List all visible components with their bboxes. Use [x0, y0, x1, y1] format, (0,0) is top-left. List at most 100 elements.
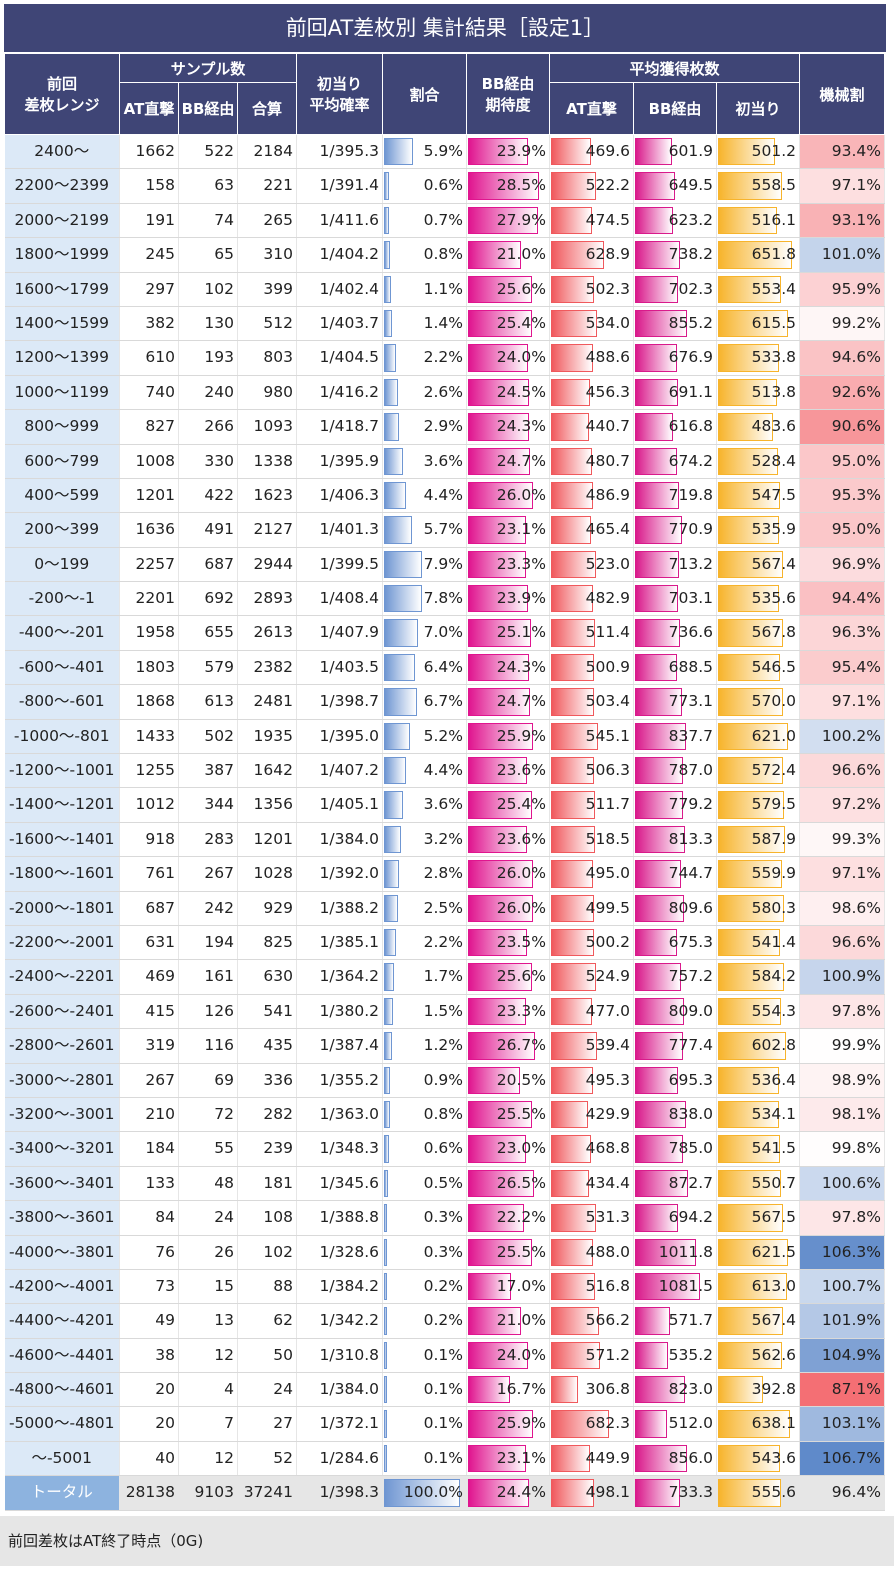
value-bb: 387 [204, 761, 234, 780]
cell-avg-bb: 809.6 [633, 891, 717, 926]
value-bb: 613 [204, 692, 234, 711]
bar-avg-at [551, 1479, 594, 1507]
value-prob: 1/404.2 [319, 245, 379, 264]
bar-avg-bb [635, 1272, 701, 1301]
value-payout: 96.6% [831, 932, 882, 951]
value-sum: 2481 [253, 692, 293, 711]
cell-avg-at: 511.7 [549, 787, 634, 823]
cell-ratio: 4.4% [382, 753, 467, 789]
cell-sum: 541 [237, 994, 297, 1030]
value-bb: 24 [214, 1208, 234, 1227]
value-sum: 1623 [253, 485, 293, 504]
value-avg-bb: 809.0 [668, 1001, 713, 1020]
cell-sum: 265 [237, 203, 297, 239]
bar-avg-at [551, 1100, 589, 1129]
cell-sum: 221 [237, 168, 297, 204]
cell-prob: 1/345.6 [296, 1166, 383, 1202]
bar-avg-first [718, 1204, 783, 1232]
cell-ratio: 2.5% [382, 891, 467, 926]
cell-avg-at: 477.0 [549, 994, 634, 1030]
cell-range: 800～999 [4, 409, 120, 445]
value-ratio: 5.2% [423, 726, 463, 745]
cell-range: -2800～-2601 [4, 1028, 120, 1064]
cell-bbexp: 26.5% [466, 1166, 550, 1202]
value-ratio: 7.9% [423, 554, 463, 573]
value-sum: 803 [263, 348, 293, 367]
table-row: -1400～-1201 1012 344 1356 1/405.1 3.6% 25.4% 51… [4, 787, 886, 823]
value-avg-bb: 1011.8 [658, 1242, 713, 1261]
cell-avg-first: 613.0 [716, 1269, 801, 1305]
cell-bb: 26 [178, 1235, 238, 1270]
value-avg-at: 500.9 [585, 657, 630, 676]
cell-avg-first: 559.9 [716, 856, 801, 892]
cell-payout: 97.1% [799, 168, 886, 204]
cell-avg-first: 513.8 [716, 375, 801, 411]
bar-bbexp [468, 722, 533, 751]
bar-ratio [384, 653, 416, 682]
cell-ratio: 0.3% [382, 1200, 467, 1236]
value-ratio: 1.4% [423, 313, 463, 332]
value-avg-at: 488.0 [585, 1242, 630, 1261]
value-ratio: 2.6% [423, 382, 463, 401]
value-sum: 1093 [253, 417, 293, 436]
table-row: -4000～-3801 76 26 102 1/328.6 0.3% 25.5% 488.0 1… [4, 1235, 886, 1270]
value-avg-first: 621.0 [751, 726, 797, 745]
value-bb: 63 [214, 176, 234, 195]
value-avg-first: 570.0 [751, 692, 797, 711]
value-avg-first: 392.8 [751, 1380, 797, 1399]
value-at: 827 [145, 417, 175, 436]
value-range: -2600～-2401 [8, 1001, 115, 1020]
bar-avg-bb [635, 894, 685, 922]
value-ratio: 0.8% [423, 1104, 463, 1123]
value-bb: 12 [214, 1345, 234, 1364]
value-range: -5000～-4801 [8, 1414, 115, 1433]
cell-avg-bb: 649.5 [633, 168, 717, 204]
value-bb: 283 [204, 829, 234, 848]
cell-avg-at: 456.3 [549, 375, 634, 411]
bar-avg-bb [635, 413, 674, 441]
cell-payout: 93.1% [799, 203, 886, 239]
value-at: 610 [145, 348, 175, 367]
value-prob: 1/405.1 [319, 795, 379, 814]
cell-avg-at: 306.8 [549, 1372, 634, 1408]
cell-sum: 24 [237, 1372, 297, 1408]
cell-avg-bb: 855.2 [633, 306, 717, 342]
cell-ratio: 0.9% [382, 1063, 467, 1098]
bar-ratio [384, 1169, 389, 1198]
value-ratio: 5.9% [423, 142, 463, 160]
bar-bbexp [468, 275, 532, 303]
value-prob: 1/395.9 [319, 451, 379, 470]
value-at: 1868 [135, 692, 175, 711]
value-bb: 692 [204, 589, 234, 608]
value-avg-at: 456.3 [585, 382, 630, 401]
value-at: 1201 [135, 485, 175, 504]
cell-ratio: 4.4% [382, 478, 467, 514]
cell-payout: 100.7% [799, 1269, 886, 1305]
bar-avg-bb [635, 138, 673, 166]
value-ratio: 0.1% [423, 1380, 463, 1399]
value-prob: 1/395.3 [319, 142, 379, 160]
value-payout: 90.6% [831, 417, 882, 436]
value-avg-first: 554.3 [751, 1001, 797, 1020]
bar-avg-first [718, 1341, 782, 1370]
value-at: 20 [155, 1414, 175, 1433]
cell-payout: 95.0% [799, 444, 886, 479]
bar-avg-at [551, 378, 591, 407]
cell-ratio: 3.2% [382, 822, 467, 858]
bar-avg-bb [635, 1307, 671, 1335]
value-avg-at: 488.6 [585, 348, 630, 367]
cell-sum: 102 [237, 1235, 297, 1270]
value-avg-at: 534.0 [585, 313, 630, 332]
table-row: -3400～-3201 184 55 239 1/348.3 0.6% 23.0% 468.8… [4, 1131, 886, 1167]
bar-avg-at [551, 1135, 592, 1163]
value-avg-at: 474.5 [585, 210, 630, 229]
value-sum: 980 [263, 382, 293, 401]
cell-avg-bb: 695.3 [633, 1063, 717, 1098]
cell-bbexp: 24.7% [466, 444, 550, 479]
cell-avg-bb: 773.1 [633, 684, 717, 720]
bar-ratio [384, 1066, 391, 1094]
cell-sum: 108 [237, 1200, 297, 1236]
cell-at: 76 [119, 1235, 179, 1270]
value-prob: 1/384.2 [319, 1276, 379, 1295]
cell-bbexp: 27.9% [466, 203, 550, 239]
